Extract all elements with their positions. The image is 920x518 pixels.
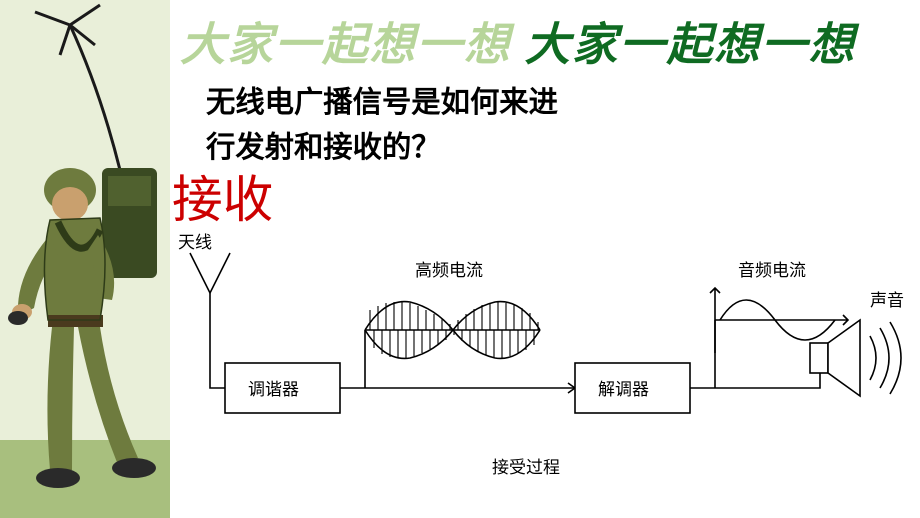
diagram-caption: 接受过程 xyxy=(492,458,560,477)
receive-diagram: 天线 调谐器 解调器 高频电流 音频电流 声音 接受过程 xyxy=(170,228,910,498)
hf-waveform xyxy=(365,302,540,359)
wire-antenna-to-tuner xyxy=(210,363,225,388)
label-antenna: 天线 xyxy=(178,233,212,252)
slide: 大家一起想一想 大家一起想一想 无线电广播信号是如何来进 行发射和接收的？ 接收 xyxy=(0,0,920,518)
soldier-illustration xyxy=(0,0,170,518)
label-af-current: 音频电流 xyxy=(738,261,806,280)
slide-title-shadow: 大家一起想一想 xyxy=(180,20,511,70)
label-hf-current: 高频电流 xyxy=(415,261,483,280)
wire-demod-to-speaker xyxy=(690,358,820,388)
slide-title: 大家一起想一想 大家一起想一想 xyxy=(180,8,856,74)
soldier-svg xyxy=(0,0,170,518)
receive-heading: 接收 xyxy=(172,158,273,232)
slide-title-text: 大家一起想一想 xyxy=(525,20,856,70)
antenna-v xyxy=(190,253,230,293)
question-line1: 无线电广播信号是如何来进 xyxy=(206,80,558,125)
receive-diagram-svg: 天线 调谐器 解调器 高频电流 音频电流 声音 接受过程 xyxy=(170,228,910,498)
label-sound: 声音 xyxy=(870,291,904,310)
label-demod: 解调器 xyxy=(598,380,649,399)
label-tuner: 调谐器 xyxy=(248,380,299,399)
